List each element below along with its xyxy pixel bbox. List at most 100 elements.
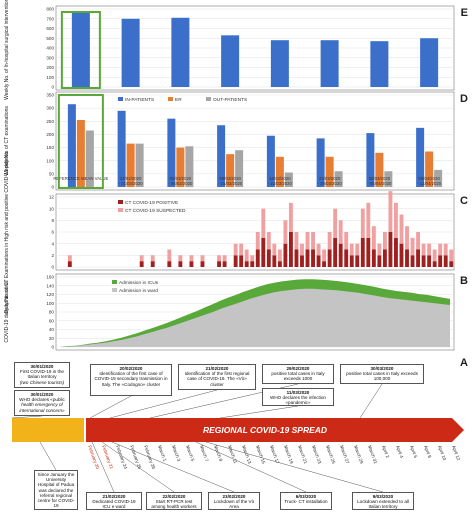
bar-ct-suspected	[277, 249, 282, 262]
bar-e	[420, 38, 439, 87]
highlight-box	[57, 94, 104, 189]
event-text: WHO declares «public	[19, 397, 65, 403]
bar-out-patients	[135, 143, 144, 187]
bar-ct-suspected	[261, 208, 266, 238]
y-tick-label: 20	[49, 336, 55, 341]
event-connector	[89, 395, 132, 419]
y-tick-label: 0	[51, 85, 54, 90]
bar-ct-suspected	[410, 237, 415, 256]
bar-ct-suspected	[305, 232, 310, 250]
y-tick-label: 50	[49, 171, 55, 176]
y-tick-label: 60	[49, 318, 55, 323]
bar-ct-positive	[410, 255, 415, 267]
timeline-date-label: March 25	[325, 445, 336, 465]
event-date: 11/03/2020	[286, 390, 310, 395]
legend-swatch	[112, 280, 117, 284]
event-date: 6/03/2020	[295, 494, 317, 499]
bar-ct-suspected	[178, 255, 183, 262]
timeline-date-label: April 8	[423, 445, 432, 459]
event-box-who-emergency: 30/01/2020 WHO declares «public health e…	[14, 390, 70, 416]
legend-swatch	[118, 200, 123, 204]
bar-ct-suspected	[272, 243, 277, 256]
event-text: Lockdown of the Vò Area	[213, 499, 255, 510]
legend-label: CT COVID-19 SUSPECTED	[125, 208, 186, 214]
timeline-date-label: March 1	[157, 445, 168, 463]
bar-ct-suspected	[449, 249, 454, 262]
timeline-date-label: February 26	[129, 445, 142, 470]
y-tick-label: 250	[46, 119, 54, 124]
event-text: First COVID-19 in the Italian territory	[20, 369, 64, 380]
legend-swatch	[168, 97, 173, 101]
event-text: positive total cases in Italy exceeds 10…	[271, 371, 325, 382]
bar-ct-positive	[333, 237, 338, 267]
legend-label: CT COVID-19 POSITIVE	[125, 200, 178, 206]
panel-letter: A	[460, 357, 468, 369]
bar-ct-suspected	[394, 202, 398, 238]
bar-ct-suspected	[432, 249, 437, 262]
bar-ct-positive	[405, 249, 409, 267]
panel-letter: B	[460, 275, 468, 287]
bar-in-patients	[167, 118, 176, 187]
bar-ct-suspected	[382, 232, 387, 250]
bar-er	[325, 156, 334, 187]
bar-out-patients	[284, 172, 293, 187]
timeline-date-label: March 15	[255, 445, 266, 465]
timeline-date-label: April 12	[451, 445, 461, 462]
bar-ct-suspected	[416, 232, 421, 250]
event-connector	[205, 441, 384, 493]
panel-b-chart: 0 20 40 60 80 100 120 140 160 COVID-19 daily admi…	[4, 273, 468, 351]
y-tick-label: 160	[46, 275, 54, 280]
panel-letter: C	[460, 195, 468, 207]
bar-ct-suspected	[405, 226, 409, 250]
panel-letter: E	[461, 7, 468, 19]
event-connector	[195, 441, 307, 493]
bar-er	[275, 156, 284, 187]
bar-er	[226, 154, 235, 187]
legend-swatch	[206, 97, 211, 101]
bar-ct-positive	[443, 255, 448, 267]
bar-ct-positive	[388, 232, 393, 267]
legend-label: IN-PATIENTS	[125, 97, 154, 103]
bar-e	[71, 10, 90, 88]
bar-ct-positive	[449, 261, 454, 267]
bar-ct-suspected	[167, 249, 172, 262]
bar-e	[121, 18, 140, 87]
area-ward	[60, 288, 450, 347]
x-tick-label: - 08/03/2020	[168, 181, 193, 186]
y-tick-label: 0	[51, 185, 54, 190]
bar-ct-positive	[239, 255, 244, 267]
event-date: 21/02/2020	[102, 494, 126, 499]
y-tick-label: 0	[51, 345, 54, 350]
legend-swatch	[118, 97, 123, 101]
bar-ct-suspected	[200, 255, 205, 262]
event-box-first-case: 30/01/2020 First COVID-19 in the Italian…	[14, 362, 70, 388]
bar-ct-positive	[427, 255, 432, 267]
timeline-title: REGIONAL COVID-19 SPREAD	[203, 425, 327, 435]
y-tick-label: 80	[49, 310, 55, 315]
event-note: (two Chinese tourists)	[19, 379, 65, 385]
event-date: 9/03/2020	[372, 494, 394, 499]
y-tick-label: 700	[46, 16, 54, 21]
y-tick-label: 350	[46, 93, 54, 98]
event-connector	[359, 383, 383, 419]
bar-ct-positive	[432, 261, 437, 267]
event-text: Identification of the first regional cas…	[184, 371, 250, 387]
bar-ct-positive	[349, 255, 354, 267]
x-tick-label: 23/03/2020	[319, 176, 341, 181]
bar-out-patients	[384, 171, 393, 187]
event-date: 30/01/2020	[30, 364, 54, 369]
bar-out-patients	[334, 171, 343, 187]
bar-ct-suspected	[338, 220, 343, 244]
timeline-date-label: March 27	[339, 445, 350, 465]
event-date: 20/02/2020	[119, 366, 143, 371]
bar-ct-positive	[272, 255, 277, 267]
event-box-national-lockdown: 9/03/2020 Lockdown extended to all Itali…	[352, 492, 414, 510]
x-tick-label: 02/03/2020	[170, 176, 192, 181]
event-date: 29/02/2020	[286, 366, 310, 371]
x-tick-label: 24/02/2020	[120, 176, 142, 181]
event-date: 23/02/2020	[222, 494, 246, 499]
timeline-date-label: March 21	[297, 445, 308, 465]
y-tick-label: 200	[46, 65, 54, 70]
x-tick-label: - 05/04/2020	[367, 181, 392, 186]
